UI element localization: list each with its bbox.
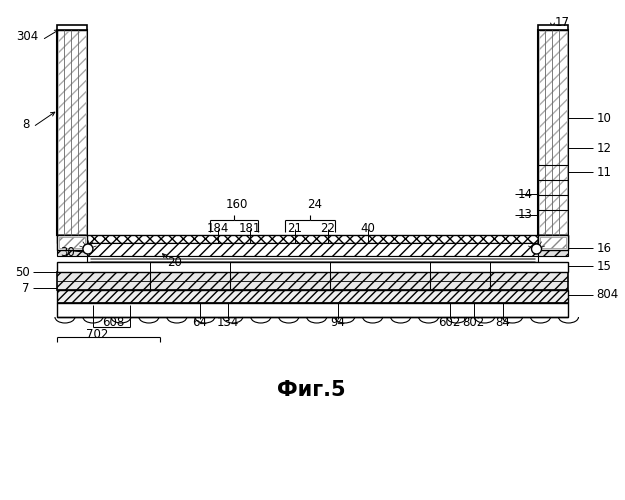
Text: 181: 181 [239,222,261,235]
Text: 184: 184 [207,222,229,235]
Bar [57,25,87,30]
Text: 16: 16 [596,242,611,254]
Text: 17: 17 [554,16,569,30]
Circle shape [83,244,93,254]
Bar [57,262,568,272]
Text: 10: 10 [596,112,611,124]
Bar [57,290,568,303]
Bar [539,31,566,234]
Bar [87,243,538,256]
Bar [57,303,568,317]
Text: 8: 8 [22,118,30,132]
Text: 84: 84 [495,316,510,330]
Bar [538,25,568,30]
Text: 30: 30 [60,246,75,260]
Text: 602: 602 [438,316,461,330]
Bar [59,237,85,248]
Text: 50: 50 [15,266,30,278]
Bar [87,256,538,262]
Text: 11: 11 [596,166,611,178]
Text: 7: 7 [22,282,30,294]
Text: 14: 14 [518,188,532,200]
Bar [538,235,568,250]
Text: 24: 24 [308,198,322,210]
Text: 802: 802 [462,316,485,330]
Bar [57,30,87,235]
Bar [57,235,87,250]
Bar [58,31,86,234]
Text: 304: 304 [16,30,38,44]
Text: 608: 608 [102,316,124,330]
Text: 15: 15 [596,260,611,274]
Text: 702: 702 [86,328,108,342]
Text: 160: 160 [226,198,248,210]
Bar [538,30,568,235]
Text: 94: 94 [330,316,345,330]
Text: 64: 64 [192,316,208,330]
Bar [538,243,568,256]
Bar [539,237,566,248]
Text: 12: 12 [596,142,611,154]
Circle shape [531,244,541,254]
Text: Фиг.5: Фиг.5 [278,380,346,400]
Bar [57,235,568,243]
Text: 20: 20 [167,256,182,268]
Text: 22: 22 [320,222,335,235]
Text: 21: 21 [288,222,302,235]
Text: 13: 13 [518,208,532,222]
Text: 804: 804 [596,288,619,302]
Text: 134: 134 [217,316,239,330]
Bar [57,272,568,290]
Bar [57,243,87,256]
Text: 40: 40 [360,222,375,235]
